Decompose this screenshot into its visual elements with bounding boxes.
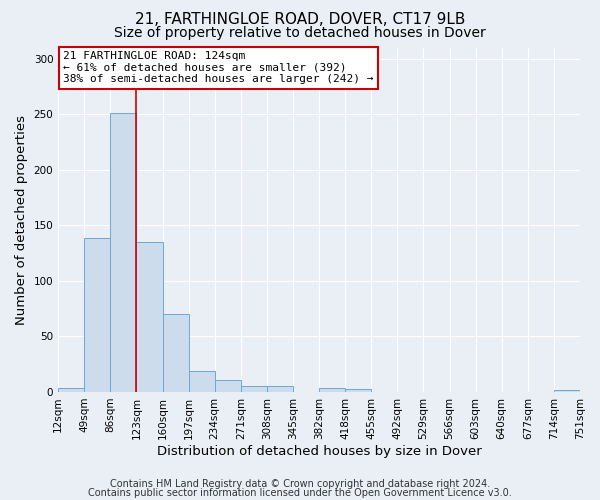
Bar bbox=[241, 386, 267, 392]
Bar bbox=[554, 390, 580, 392]
Text: Size of property relative to detached houses in Dover: Size of property relative to detached ho… bbox=[114, 26, 486, 40]
X-axis label: Distribution of detached houses by size in Dover: Distribution of detached houses by size … bbox=[157, 444, 481, 458]
Bar bbox=[215, 380, 241, 392]
Bar bbox=[163, 314, 188, 392]
Bar bbox=[110, 113, 136, 392]
Bar bbox=[188, 371, 215, 392]
Text: 21, FARTHINGLOE ROAD, DOVER, CT17 9LB: 21, FARTHINGLOE ROAD, DOVER, CT17 9LB bbox=[135, 12, 465, 28]
Text: Contains public sector information licensed under the Open Government Licence v3: Contains public sector information licen… bbox=[88, 488, 512, 498]
Y-axis label: Number of detached properties: Number of detached properties bbox=[15, 114, 28, 324]
Bar bbox=[58, 388, 84, 392]
Bar bbox=[267, 386, 293, 392]
Text: Contains HM Land Registry data © Crown copyright and database right 2024.: Contains HM Land Registry data © Crown c… bbox=[110, 479, 490, 489]
Bar bbox=[345, 388, 371, 392]
Bar bbox=[319, 388, 345, 392]
Bar bbox=[136, 242, 163, 392]
Text: 21 FARTHINGLOE ROAD: 124sqm
← 61% of detached houses are smaller (392)
38% of se: 21 FARTHINGLOE ROAD: 124sqm ← 61% of det… bbox=[64, 51, 374, 84]
Bar bbox=[84, 238, 110, 392]
